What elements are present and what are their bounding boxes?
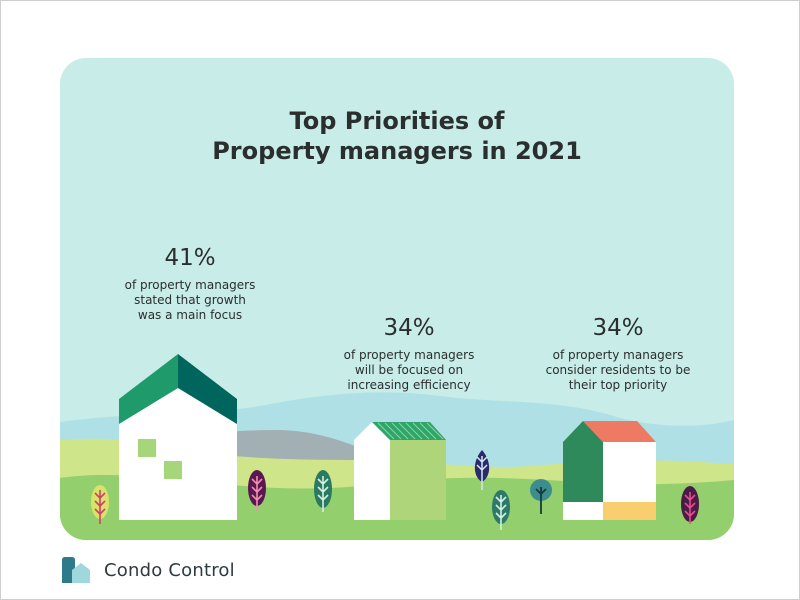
title-line-2: Property managers in 2021 — [212, 137, 582, 165]
infographic-card: Top Priorities of Property managers in 2… — [60, 58, 734, 540]
brand-footer: Condo Control — [60, 554, 235, 586]
tree-plum — [681, 486, 699, 524]
landscape-illustration — [60, 354, 734, 540]
stat-line: their top priority — [568, 378, 668, 392]
stat-line: will be focused on — [354, 363, 464, 377]
tree-yellow — [91, 485, 109, 524]
house-medium — [354, 422, 446, 520]
tree-teal — [314, 470, 332, 512]
stat-line: of property managers — [343, 348, 475, 362]
stat-description: of property managers will be focused on … — [309, 348, 509, 393]
stat-line: was a main focus — [137, 308, 243, 322]
tree-purple — [248, 470, 266, 512]
stat-value: 34% — [383, 315, 435, 341]
stat-value: 41% — [164, 245, 216, 271]
page-title: Top Priorities of Property managers in 2… — [60, 106, 734, 166]
house-large — [119, 354, 237, 520]
window — [164, 461, 182, 479]
tree-round — [530, 479, 552, 514]
tree-dark-teal — [492, 490, 510, 530]
house-small — [563, 421, 656, 520]
stat-residents: 34% of property managers consider reside… — [518, 314, 718, 393]
stat-line: increasing efficiency — [347, 378, 471, 392]
stat-line: stated that growth — [134, 293, 246, 307]
title-line-1: Top Priorities of — [289, 107, 505, 135]
window — [138, 439, 156, 457]
stat-value: 34% — [592, 315, 644, 341]
stat-description: of property managers consider residents … — [518, 348, 718, 393]
tree-navy — [474, 450, 490, 490]
stat-line: of property managers — [124, 278, 256, 292]
brand-name: Condo Control — [104, 559, 235, 581]
stat-efficiency: 34% of property managers will be focused… — [309, 314, 509, 393]
stat-description: of property managers stated that growth … — [90, 278, 290, 323]
condo-control-logo-icon — [62, 557, 90, 583]
stat-line: of property managers — [552, 348, 684, 362]
stat-line: consider residents to be — [545, 363, 691, 377]
stat-growth: 41% of property managers stated that gro… — [90, 244, 290, 323]
